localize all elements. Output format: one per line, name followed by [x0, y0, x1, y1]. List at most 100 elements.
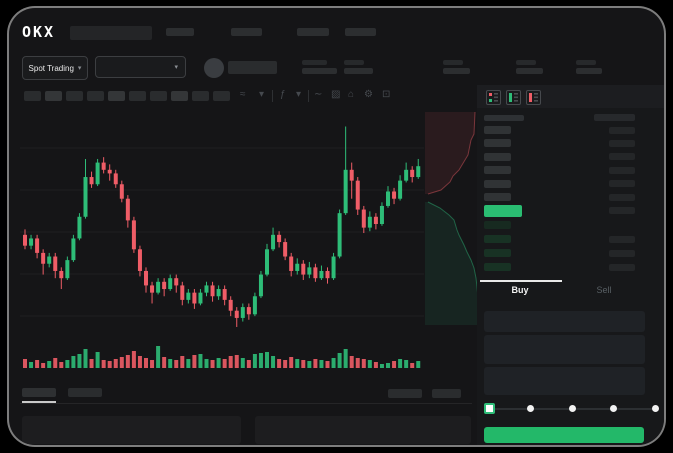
volume-bar	[325, 361, 330, 368]
slider-handle[interactable]	[483, 403, 495, 414]
orderbook-asks-view-icon[interactable]	[526, 90, 541, 105]
bottom-divider	[20, 403, 472, 404]
volume-bar	[234, 355, 239, 368]
interval-chip-10[interactable]	[213, 91, 230, 101]
instrument-selector[interactable]: ▾	[95, 56, 186, 78]
ask-row-amount	[609, 180, 635, 188]
interval-chip-6[interactable]	[129, 91, 146, 101]
candle-body	[101, 162, 106, 170]
candle-body	[379, 205, 384, 224]
candle-body	[367, 216, 372, 228]
bottom-action-placeholder-1[interactable]	[388, 389, 422, 398]
pair-name-placeholder	[228, 61, 277, 74]
settings-icon[interactable]: ⚙	[364, 89, 373, 100]
candle-style-dropdown-icon[interactable]: ▾	[259, 89, 265, 100]
interval-chip-4[interactable]	[87, 91, 104, 101]
bid-row-price	[484, 249, 511, 257]
order-input-2[interactable]	[484, 335, 645, 364]
orderbook-combined-view-icon[interactable]	[486, 90, 501, 105]
slider-step-dot[interactable]	[610, 405, 617, 412]
ask-row-price	[484, 179, 511, 188]
candle-body	[192, 292, 197, 304]
order-input-3[interactable]	[484, 367, 645, 395]
indicators-dropdown-icon[interactable]: ▾	[296, 89, 302, 100]
candle-body	[258, 274, 263, 297]
volume-bar	[283, 360, 288, 368]
volume-bar	[246, 360, 251, 368]
nav-search-placeholder[interactable]	[70, 26, 152, 40]
volume-bar	[277, 359, 282, 368]
ob-col-header-amount	[594, 114, 635, 121]
order-input-1[interactable]	[484, 311, 645, 332]
candle-style-icon[interactable]: ≈	[240, 89, 246, 100]
candle-body	[361, 209, 366, 228]
ask-row-price	[484, 126, 511, 134]
line-tool-icon[interactable]: ∼	[314, 89, 323, 100]
volume-bar	[113, 359, 118, 368]
candle-body	[319, 270, 324, 279]
nav-item-4[interactable]	[345, 28, 376, 36]
volume-bar	[125, 355, 130, 368]
candlestick-chart[interactable]	[20, 110, 424, 368]
candle-body	[29, 238, 34, 246]
candle-body	[337, 213, 342, 257]
candle-body	[168, 278, 173, 290]
candle-body	[210, 285, 215, 297]
tab-sell[interactable]: Sell	[596, 285, 612, 295]
stat-value-2	[344, 68, 373, 74]
volume-bar	[101, 360, 106, 368]
tab-buy[interactable]: Buy	[511, 285, 529, 295]
toolbar-divider	[308, 90, 309, 102]
bottom-action-placeholder-2[interactable]	[432, 389, 461, 398]
stat-label-2	[344, 60, 364, 65]
indicators-icon[interactable]: ƒ	[280, 89, 286, 100]
candle-body	[404, 169, 409, 181]
compare-icon[interactable]: ▨	[331, 89, 341, 100]
stat-value-4	[516, 68, 543, 74]
volume-bar	[150, 360, 155, 368]
volume-bar	[355, 358, 360, 368]
slider-step-dot[interactable]	[527, 405, 534, 412]
slider-step-dot[interactable]	[651, 405, 659, 412]
volume-bar	[373, 362, 378, 368]
interval-chip-2[interactable]	[45, 91, 62, 101]
bottom-tab-2[interactable]	[68, 388, 102, 397]
volume-bar	[265, 352, 269, 368]
slider-step-dot[interactable]	[568, 405, 576, 412]
candle-body	[150, 285, 155, 293]
volume-bar	[301, 360, 306, 368]
volume-bar	[240, 358, 245, 368]
candle-body	[410, 169, 415, 178]
active-tab-indicator	[480, 280, 562, 282]
stat-value-1	[302, 68, 337, 74]
fullscreen-icon[interactable]: ⊡	[382, 89, 391, 100]
volume-bar	[319, 360, 324, 368]
volume-bar	[216, 358, 221, 368]
nav-item-2[interactable]	[231, 28, 262, 36]
interval-chip-7[interactable]	[150, 91, 167, 101]
nav-item-3[interactable]	[297, 28, 329, 36]
candle-body	[343, 169, 348, 214]
interval-chip-1[interactable]	[24, 91, 41, 101]
ask-row-price	[484, 139, 511, 148]
market-type-label: Spot Trading	[28, 63, 74, 73]
volume-bar	[47, 361, 52, 368]
screenshot-icon[interactable]: ⌂	[348, 89, 355, 100]
interval-chip-9[interactable]	[192, 91, 209, 101]
candle-body	[283, 242, 288, 257]
interval-chip-5[interactable]	[108, 91, 125, 101]
candle-body	[398, 180, 403, 199]
volume-bar	[137, 356, 142, 368]
interval-chip-8[interactable]	[171, 91, 188, 101]
volume-bar	[41, 363, 46, 368]
market-type-selector[interactable]: Spot Trading ▾	[22, 56, 88, 80]
candle-body	[373, 216, 378, 224]
orderbook-bids-view-icon[interactable]	[506, 90, 521, 105]
interval-chip-3[interactable]	[66, 91, 83, 101]
buy-submit-button[interactable]	[484, 427, 644, 443]
history-table-placeholder	[255, 416, 471, 444]
candle-body	[65, 260, 70, 279]
volume-bar	[59, 362, 64, 368]
bottom-tab-active[interactable]	[22, 388, 56, 397]
nav-item-1[interactable]	[166, 28, 194, 36]
